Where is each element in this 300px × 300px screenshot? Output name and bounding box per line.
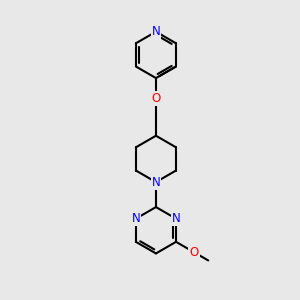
Text: O: O xyxy=(151,92,160,105)
Text: O: O xyxy=(189,246,199,259)
Text: N: N xyxy=(152,176,160,189)
Text: N: N xyxy=(172,212,180,225)
Text: N: N xyxy=(152,25,160,38)
Text: N: N xyxy=(131,212,140,225)
